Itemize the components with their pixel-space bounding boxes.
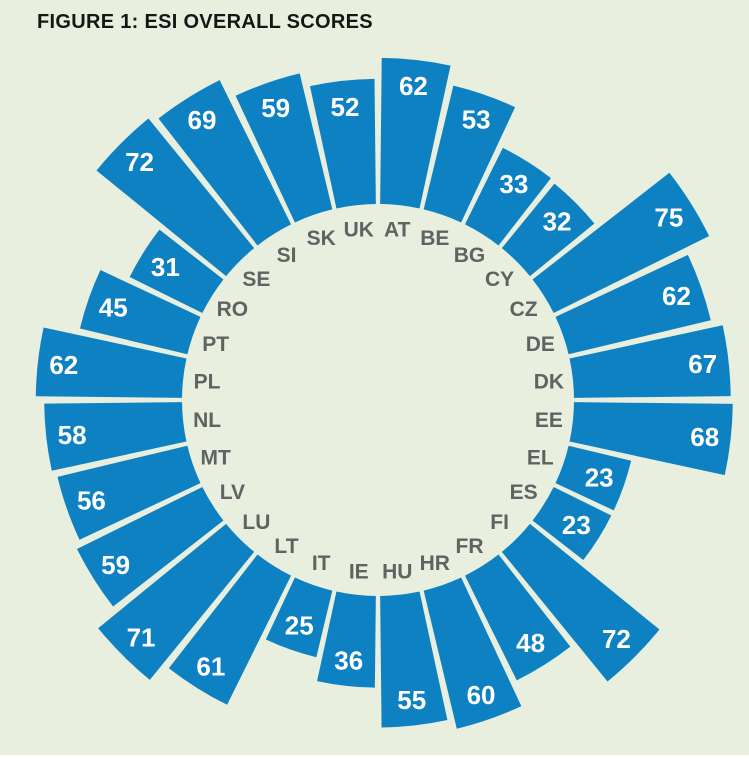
- country-label-FR: FR: [456, 535, 484, 558]
- bar-SK: [235, 73, 333, 223]
- bar-AT: [380, 57, 451, 209]
- bar-value-BE: 53: [462, 105, 491, 135]
- bar-value-DK: 67: [688, 349, 717, 379]
- country-label-SE: SE: [242, 268, 270, 291]
- bar-PT: [79, 270, 201, 355]
- bar-DE: [555, 254, 711, 355]
- bar-EL: [555, 445, 632, 511]
- country-label-PL: PL: [194, 370, 221, 393]
- country-label-PT: PT: [202, 333, 229, 356]
- bar-FR: [464, 554, 571, 681]
- bar-NL: [44, 402, 187, 471]
- country-label-RO: RO: [217, 298, 249, 321]
- bar-CZ: [532, 172, 710, 314]
- bar-LU: [98, 523, 255, 680]
- bar-value-LU: 71: [127, 622, 156, 652]
- bar-FI: [501, 523, 660, 682]
- country-label-IT: IT: [312, 552, 331, 575]
- bar-value-CY: 32: [543, 206, 572, 236]
- country-label-ES: ES: [510, 481, 538, 504]
- bar-value-BG: 33: [499, 169, 528, 199]
- country-label-IE: IE: [349, 560, 369, 583]
- bar-value-FI: 72: [602, 624, 631, 654]
- country-label-DK: DK: [534, 370, 564, 393]
- bar-MT: [57, 445, 201, 540]
- country-label-CZ: CZ: [510, 298, 538, 321]
- bar-value-ES: 23: [562, 510, 591, 540]
- bar-RO: [129, 229, 224, 314]
- country-label-LT: LT: [274, 535, 298, 558]
- bar-value-SK: 59: [261, 93, 290, 123]
- bar-value-IT: 25: [285, 610, 314, 640]
- bar-BG: [464, 147, 551, 246]
- bar-value-HR: 60: [467, 680, 496, 710]
- country-label-SI: SI: [277, 244, 297, 267]
- bar-HU: [380, 591, 448, 728]
- bar-value-AT: 62: [399, 71, 428, 101]
- bar-value-CZ: 75: [654, 203, 683, 233]
- country-label-BG: BG: [454, 244, 486, 267]
- bar-CY: [501, 183, 595, 277]
- country-label-MT: MT: [200, 446, 230, 469]
- bar-value-SI: 69: [187, 105, 216, 135]
- bar-value-IE: 36: [334, 645, 363, 675]
- bar-SE: [96, 118, 255, 277]
- bar-value-UK: 52: [330, 92, 359, 122]
- bar-EE: [569, 402, 733, 476]
- country-label-FI: FI: [490, 511, 509, 534]
- country-label-DE: DE: [526, 333, 555, 356]
- bar-ES: [532, 486, 612, 561]
- bar-LV: [76, 486, 224, 607]
- country-label-SK: SK: [307, 227, 336, 250]
- country-label-CY: CY: [485, 268, 514, 291]
- country-label-EL: EL: [527, 446, 554, 469]
- bar-value-RO: 31: [151, 252, 180, 282]
- bar-value-SE: 72: [125, 147, 154, 177]
- bar-value-LV: 59: [101, 550, 130, 580]
- bar-value-MT: 56: [77, 486, 106, 516]
- bar-DK: [569, 325, 731, 398]
- country-label-BE: BE: [420, 227, 449, 250]
- bar-IE: [317, 591, 376, 688]
- bar-UK: [309, 78, 376, 209]
- bar-value-NL: 58: [58, 420, 87, 450]
- bar-BE: [423, 85, 516, 223]
- country-label-UK: UK: [344, 219, 374, 242]
- bar-LT: [168, 554, 292, 705]
- bar-value-PL: 62: [49, 350, 78, 380]
- bar-PL: [35, 327, 187, 398]
- bar-IT: [265, 577, 333, 658]
- bar-value-PT: 45: [99, 293, 128, 323]
- country-label-AT: AT: [384, 219, 411, 242]
- bar-value-HU: 55: [397, 685, 426, 715]
- bar-value-EE: 68: [690, 422, 719, 452]
- bar-SI: [158, 80, 292, 246]
- country-label-LV: LV: [220, 481, 245, 504]
- country-label-NL: NL: [193, 409, 221, 432]
- bar-value-LT: 61: [196, 651, 225, 681]
- bar-value-DE: 62: [662, 281, 691, 311]
- country-label-LU: LU: [242, 511, 270, 534]
- country-label-EE: EE: [535, 409, 563, 432]
- country-label-HR: HR: [420, 552, 450, 575]
- bar-HR: [423, 577, 522, 729]
- figure-title: FIGURE 1: ESI OVERALL SCORES: [37, 11, 373, 33]
- country-label-HU: HU: [382, 560, 412, 583]
- bar-value-FR: 48: [516, 628, 545, 658]
- bar-value-EL: 23: [585, 463, 614, 493]
